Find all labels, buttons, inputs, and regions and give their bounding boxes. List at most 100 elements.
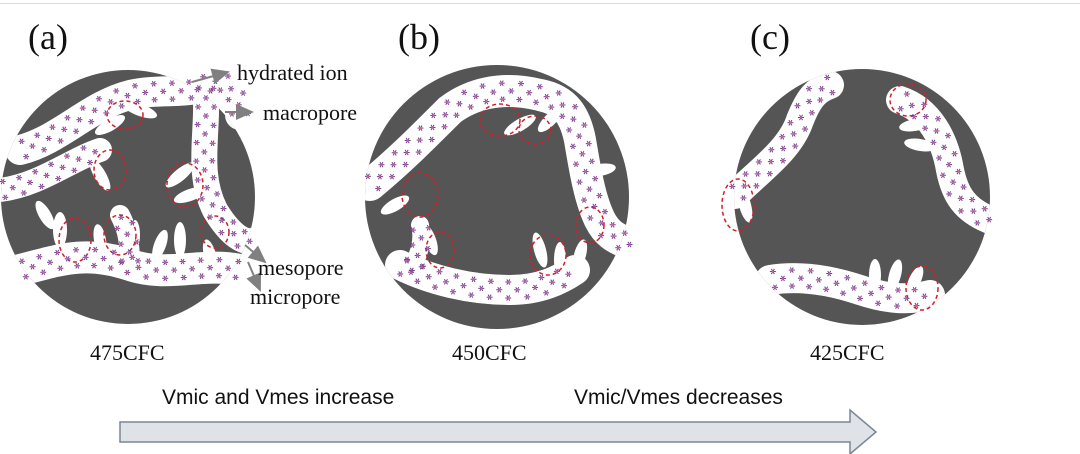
hydrated-ion-glyph (9, 184, 16, 191)
hydrated-ion-glyph (92, 148, 99, 155)
hydrated-ion-glyph (944, 132, 951, 139)
hydrated-ion-glyph (432, 284, 439, 290)
hydrated-ion-glyph (389, 173, 396, 180)
hydrated-ion-glyph (615, 244, 622, 251)
hydrated-ion-glyph (202, 113, 209, 119)
hydrated-ion-glyph (224, 73, 231, 79)
hydrated-ion-glyph (588, 158, 595, 165)
hydrated-ion-glyph (414, 278, 421, 285)
hydrated-ion-glyph (729, 183, 736, 190)
hydrated-ion-glyph (111, 249, 118, 256)
hydrated-ion-glyph (47, 259, 54, 266)
hydrated-ion-glyph (235, 258, 242, 265)
hydrated-ion-glyph (134, 98, 141, 105)
hydrated-ion-glyph (610, 233, 617, 239)
panel-c-carbon-particle (721, 69, 993, 325)
hydrated-ion-glyph (908, 102, 915, 109)
hydrated-ion-glyph (64, 255, 71, 262)
trend-left-text: Vmic and Vmes increase (162, 386, 395, 409)
hydrated-ion-glyph (824, 74, 831, 81)
hydrated-ion-glyph (441, 123, 448, 130)
hydrated-ion-glyph (204, 184, 211, 191)
hydrated-ion-glyph (232, 274, 239, 281)
hydrated-ion-glyph (903, 91, 910, 97)
hydrated-ion-glyph (228, 85, 235, 92)
hydrated-ion-glyph (375, 185, 382, 192)
hydrated-ion-glyph (415, 149, 422, 155)
hydrated-ion-glyph (505, 279, 512, 285)
sample-label-425: 425CFC (810, 340, 885, 365)
hydrated-ion-glyph (788, 267, 795, 273)
hydrated-ion-glyph (957, 208, 964, 214)
hydrated-ion-glyph (780, 157, 787, 164)
hydrated-ion-glyph (207, 264, 214, 271)
panel-c-hydrated-ions (729, 74, 993, 309)
hydrated-ion-glyph (806, 98, 813, 105)
hydrated-ion-glyph (63, 153, 70, 159)
hydrated-ion-glyph (487, 278, 494, 285)
hydrated-ion-glyph (555, 90, 562, 96)
hydrated-ion-glyph (850, 285, 857, 291)
trend-arrow-shape (119, 408, 878, 454)
hydrated-ion-glyph (41, 146, 48, 153)
hydrated-ion-glyph (449, 288, 456, 295)
callout-arrows (191, 68, 267, 292)
hydrated-ion-glyph (483, 98, 490, 105)
hydrated-ion-glyph (40, 269, 47, 276)
hydrated-ion-glyph (921, 101, 928, 108)
hydrated-ion-glyph (581, 197, 588, 203)
hydrated-ion-glyph (64, 114, 71, 121)
hydrated-ion-glyph (129, 219, 136, 226)
hydrated-ion-glyph (75, 156, 82, 162)
hydrated-ion-glyph (364, 173, 371, 180)
hydrated-ion-glyph (118, 103, 125, 109)
hydrated-ion-glyph (572, 103, 579, 110)
hydrated-ion-glyph (597, 232, 604, 239)
hydrated-ion-glyph (18, 258, 25, 265)
hydrated-ion-glyph (210, 85, 217, 92)
hydrated-ion-glyph (823, 286, 830, 293)
hydrated-ion-glyph (73, 128, 80, 135)
hydrated-ion-glyph (92, 246, 99, 253)
hydrated-ion-glyph (532, 284, 539, 291)
hydrated-ion-glyph (955, 168, 962, 175)
hydrated-ion-glyph (895, 287, 902, 293)
hydrated-ion-glyph (409, 242, 416, 248)
hydrated-ion-glyph (91, 107, 98, 114)
hydrated-ion-glyph (188, 95, 195, 101)
top-divider (0, 3, 1080, 4)
hydrated-ion-glyph (193, 158, 200, 164)
hydrated-ion-glyph (586, 186, 593, 192)
hydrated-ion-glyph (425, 273, 432, 280)
hydrated-ion-glyph (168, 80, 175, 87)
hydrated-ion-glyph (114, 225, 121, 232)
hydrated-ion-glyph (913, 302, 920, 309)
hydrated-ion-glyph (418, 263, 425, 270)
hydrated-ion-glyph (453, 112, 460, 119)
hydrated-ion-glyph (36, 253, 43, 260)
hydrated-ion-glyph (162, 259, 169, 266)
hydrated-ion-glyph (565, 271, 572, 278)
hydrated-ion-glyph (59, 164, 66, 171)
sample-label-475: 475CFC (90, 340, 165, 365)
hydrated-ion-glyph (124, 231, 131, 238)
hydrated-ion-glyph (61, 126, 68, 133)
hydrated-ion-glyph (87, 159, 94, 166)
hydrated-ion-glyph (179, 258, 186, 265)
panel-b-hydrated-ions (364, 80, 633, 301)
hydrated-ion-glyph (549, 279, 556, 286)
hydrated-ion-glyph (561, 282, 568, 289)
hydrated-ion-glyph (951, 150, 958, 157)
hydrated-ion-glyph (792, 143, 799, 149)
hydrated-ion-glyph (230, 219, 237, 225)
hydrated-ion-glyph (922, 125, 929, 132)
panel-a-letter: (a) (28, 17, 68, 57)
hydrated-ion-glyph (573, 161, 580, 167)
hydrated-ion-glyph (76, 116, 83, 123)
hydrated-ion-glyph (197, 257, 204, 263)
hydrated-ion-glyph (91, 262, 98, 269)
hydrated-ion-glyph (414, 252, 421, 259)
panel-b-carbon-particle (364, 65, 633, 329)
hydrated-ion-glyph (57, 265, 64, 272)
